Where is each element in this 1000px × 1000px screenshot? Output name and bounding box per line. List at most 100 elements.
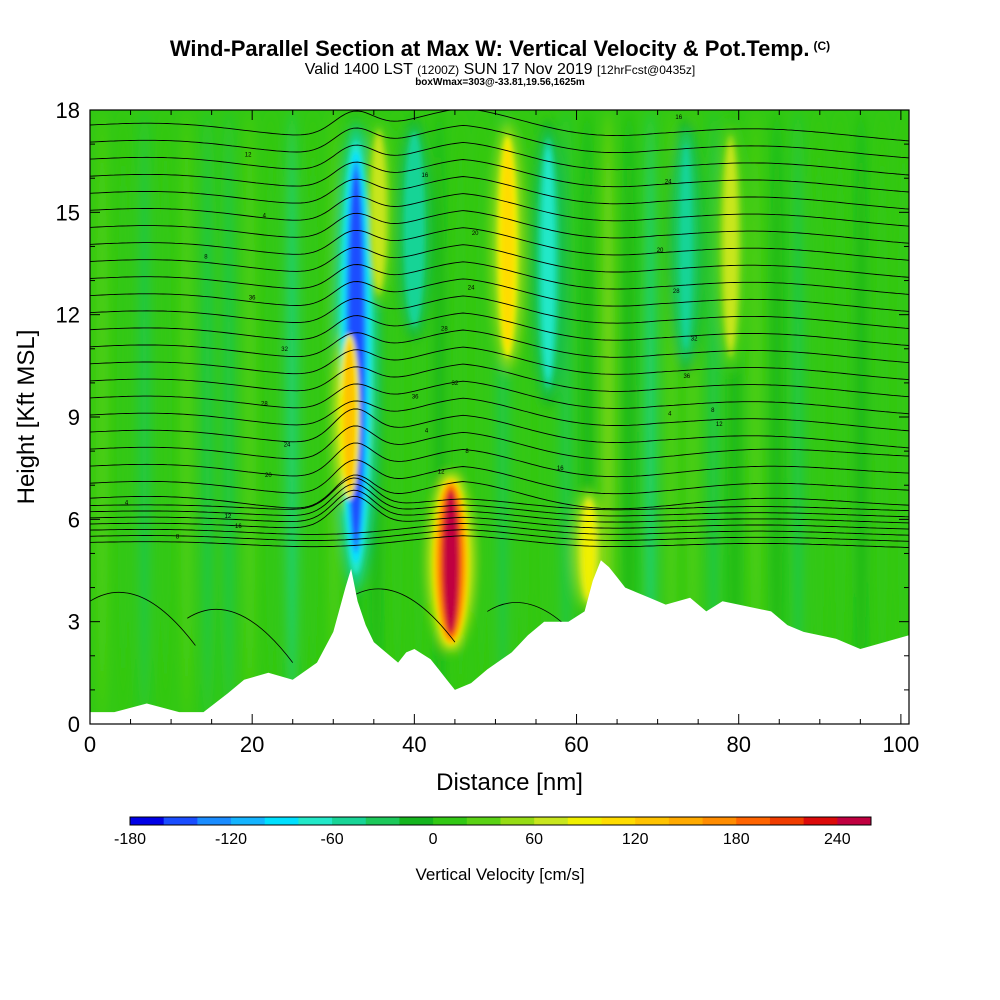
contour-label: 4 (263, 214, 267, 220)
contour-label: 4 (125, 500, 129, 506)
theta-contour (90, 124, 909, 159)
colorbar-swatch (332, 817, 367, 825)
x-tick-label: 20 (240, 732, 264, 757)
theta-contour (90, 495, 909, 530)
copyright-mark: (C) (813, 39, 831, 53)
vv-streak (644, 110, 657, 724)
contour-label: 12 (716, 422, 723, 428)
colorbar-tick-label: 180 (723, 831, 750, 848)
vv-streak (243, 110, 256, 724)
x-tick-label: 100 (883, 732, 920, 757)
colorbar-swatch (635, 817, 670, 825)
colorbar-swatch (702, 817, 737, 825)
contour-label: 20 (472, 231, 479, 237)
theta-contour (90, 363, 909, 398)
colorbar-swatch (264, 817, 299, 825)
colorbar: -180 -120 -60 0 60 120 180 240 Vertical Velocity… (114, 816, 872, 884)
colorbar-swatch (803, 817, 838, 825)
colorbar-swatch (601, 817, 636, 825)
potential-temperature-contours: 4812162024283236481216202428323648121620… (90, 110, 909, 663)
colorbar-tick-label: 120 (622, 831, 649, 848)
x-tick-label: 80 (726, 732, 750, 757)
vv-streak (159, 110, 172, 724)
theta-contour (90, 244, 909, 278)
theta-contour (90, 227, 909, 261)
colorbar-swatch (837, 817, 872, 825)
theta-contour (90, 397, 909, 432)
theta-contour (90, 176, 909, 210)
colorbar-swatch (365, 817, 400, 825)
contour-label: 16 (235, 524, 242, 530)
vv-streak (623, 110, 636, 724)
vv-streak (855, 110, 868, 724)
contour-label: 8 (465, 449, 469, 455)
vv-streak (138, 110, 151, 724)
theta-contour (90, 529, 909, 542)
colorbar-swatch (769, 817, 805, 825)
colorbar-swatch (668, 817, 703, 825)
colorbar-swatch (399, 817, 434, 825)
y-tick-label: 12 (56, 303, 80, 328)
colorbar-title: Vertical Velocity [cm/s] (415, 865, 584, 884)
vv-streak (306, 110, 319, 724)
theta-contour (90, 329, 909, 364)
theta-contour (90, 522, 909, 536)
contour-label: 24 (468, 285, 475, 291)
terrain (90, 560, 909, 724)
colorbar-tick-label: -60 (321, 831, 344, 848)
contour-label: 4 (425, 429, 429, 435)
vv-streak (812, 110, 825, 724)
contour-label: 8 (204, 255, 208, 261)
theta-contour (90, 459, 909, 495)
box-max-line: boxWmax=303@-33.81,19.56,1625m (415, 77, 585, 88)
vv-cell (582, 501, 595, 599)
theta-contour (90, 380, 909, 415)
vv-cell (408, 139, 421, 319)
x-axis-title: Distance [nm] (436, 769, 583, 796)
contour-label: 4 (668, 412, 672, 418)
contour-label: 24 (284, 442, 291, 448)
vv-streak (791, 110, 804, 724)
theta-contour (90, 141, 909, 176)
title-text: Wind-Parallel Section at Max W: Vertical… (169, 36, 810, 61)
contour-label: 20 (265, 473, 272, 479)
theta-contour (90, 193, 909, 227)
y-tick-label: 6 (68, 507, 80, 532)
subtitle-forecast: [12hrFcst@0435z] (597, 63, 696, 77)
vv-streak (96, 110, 109, 724)
x-tick-label: 0 (84, 732, 96, 757)
subtitle-utc: (1200Z) (417, 63, 460, 77)
contour-label: 8 (711, 408, 715, 414)
vv-streak (285, 110, 298, 724)
contour-label: 12 (438, 470, 445, 476)
colorbar-tick-label: -180 (114, 831, 146, 848)
contour-label: 28 (441, 326, 448, 332)
vv-cell (679, 144, 693, 349)
contour-label: 8 (176, 534, 180, 540)
terrain-mask (90, 560, 909, 724)
y-tick-label: 15 (56, 200, 80, 225)
vv-core-layer (339, 129, 741, 645)
theta-contour (90, 159, 909, 193)
vv-cell (501, 144, 514, 349)
theta-contour (90, 489, 909, 524)
colorbar-swatch (298, 817, 333, 825)
vv-streak (749, 110, 762, 724)
vv-streak (222, 110, 235, 724)
colorbar-swatch (567, 817, 602, 825)
colorbar-swatch (736, 817, 771, 825)
theta-contour (90, 312, 909, 346)
contour-label: 16 (422, 173, 429, 179)
theta-contour (90, 346, 909, 381)
y-tick-label: 0 (68, 712, 80, 737)
vv-streak (876, 110, 889, 724)
theta-contour (90, 261, 909, 295)
theta-contour (90, 295, 909, 329)
theta-contour (90, 425, 909, 461)
colorbar-swatch (163, 817, 198, 825)
colorbar-swatch (534, 817, 569, 825)
colorbar-tick-label: 240 (824, 831, 851, 848)
theta-contour (90, 483, 909, 518)
colorbar-swatch (130, 817, 165, 825)
